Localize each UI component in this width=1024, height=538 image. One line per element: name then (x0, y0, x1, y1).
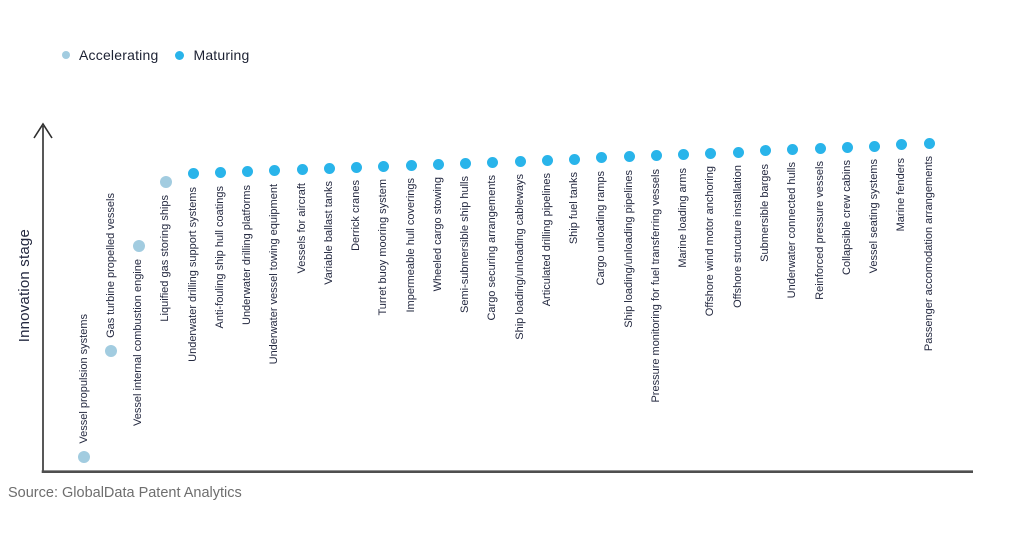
data-point-label: Vessel propulsion systems (77, 314, 90, 445)
data-point-label: Pressure monitoring for fuel transferrin… (649, 168, 662, 403)
data-point-label: Turret buoy mooring system (377, 179, 390, 316)
data-point-dot (405, 159, 417, 171)
data-point-dot (814, 142, 826, 154)
data-point-label: Underwater drilling platforms (241, 184, 254, 325)
data-point-label: Offshore wind motor anchoring (704, 166, 717, 317)
y-axis-arrow-icon (33, 122, 53, 139)
data-point-label: Cargo securing arrangements (486, 175, 499, 321)
data-point-dot (378, 160, 390, 172)
data-point-dot (269, 165, 281, 177)
data-point-dot (787, 143, 799, 155)
data-point-label: Ship loading/unloading pipelines (622, 169, 635, 328)
data-point-label: Passenger accomodation arrangements (922, 156, 935, 352)
legend-dot-icon (175, 50, 185, 60)
data-point-dot (541, 154, 553, 166)
data-point-label: Ship loading/unloading cableways (513, 174, 526, 340)
data-point-label: Reinforced pressure vessels (813, 161, 826, 301)
data-point-dot (841, 141, 853, 153)
data-point-dot (514, 155, 526, 167)
legend-dot-icon (62, 51, 70, 59)
y-axis-title: Innovation stage (16, 229, 33, 343)
data-point-dot (623, 151, 635, 163)
data-point-label: Cargo unloading ramps (595, 170, 608, 286)
data-point-dot (296, 164, 308, 176)
data-point-label: Underwater drilling support systems (186, 186, 199, 362)
data-point-dot (487, 156, 499, 168)
data-point-dot (896, 139, 908, 151)
data-point-label: Derrick cranes (350, 180, 363, 252)
chart-legend: Accelerating Maturing (62, 47, 250, 63)
data-point-label: Gas turbine propelled vessels (104, 192, 117, 338)
data-point-dot (760, 145, 771, 157)
legend-label: Accelerating (79, 47, 159, 63)
data-point-label: Impermeable hull coverings (404, 178, 417, 313)
data-point-label: Collapsible crew cabins (840, 160, 853, 276)
data-point-label: Vessels for aircraft (295, 182, 308, 274)
data-point-label: Semi-submersible ship hulls (459, 176, 472, 314)
data-point-label: Offshore structure installation (731, 165, 744, 308)
data-point-dot (923, 137, 935, 149)
data-point-label: Vessel internal combustion engine (132, 259, 145, 427)
data-point-dot (132, 240, 145, 253)
data-point-dot (105, 344, 118, 357)
data-point-label: Articulated drilling pipelines (540, 173, 553, 307)
legend-item-accelerating: Accelerating (62, 47, 158, 63)
data-point-label: Underwater connected hulls (786, 162, 799, 299)
data-point-label: Submersible barges (759, 163, 771, 262)
legend-label: Maturing (193, 47, 250, 63)
data-point-dot (869, 140, 881, 152)
data-point-dot (432, 158, 444, 170)
data-point-label: Ship fuel tanks (568, 172, 581, 245)
data-point-dot (351, 161, 363, 173)
data-point-dot (323, 162, 335, 174)
data-point-label: Variable ballast tanks (322, 181, 335, 286)
data-point-label: Liquified gas storing ships (159, 194, 172, 322)
data-point-dot (596, 152, 608, 164)
data-point-dot (650, 150, 662, 162)
data-point-label: Vessel seating systems (868, 159, 881, 274)
data-point-dot (214, 167, 226, 179)
data-point-dot (732, 146, 744, 158)
data-point-dot (187, 168, 199, 180)
data-point-dot (678, 149, 690, 161)
data-point-dot (242, 166, 254, 178)
data-point-dot (460, 157, 472, 169)
data-point-dot (705, 147, 717, 159)
legend-item-maturing: Maturing (175, 47, 249, 63)
data-point-label: Wheeled cargo stowing (431, 177, 444, 292)
data-point-label: Marine loading arms (677, 167, 690, 268)
data-point-dot (569, 153, 581, 165)
data-point-label: Marine fenders (895, 157, 908, 232)
data-point-dot (159, 175, 172, 188)
data-point-label: Anti-fouling ship hull coatings (213, 185, 226, 329)
source-caption: Source: GlobalData Patent Analytics (8, 485, 242, 501)
data-point-dot (78, 451, 90, 464)
data-point-label: Underwater vessel towing equipment (268, 183, 281, 365)
